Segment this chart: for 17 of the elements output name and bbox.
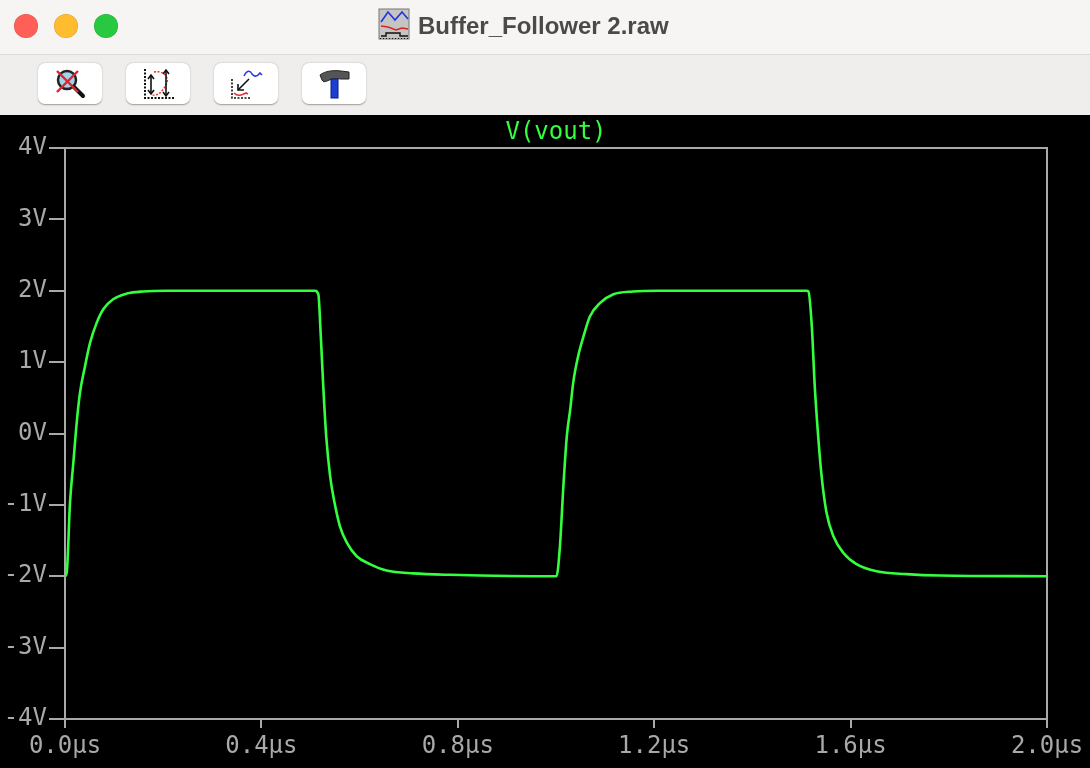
y-tick-label: -1V — [3, 489, 47, 518]
y-tick-label: 0V — [18, 417, 47, 446]
y-tick-label: 3V — [18, 203, 47, 232]
text: V(vout) — [505, 117, 607, 146]
y-tick-label: -4V — [3, 703, 47, 732]
x-tick-label: 2.0µs — [1010, 730, 1084, 759]
x-tick-label: 0.0µs — [28, 730, 102, 759]
x-tick-label: 1.6µs — [814, 730, 887, 759]
y-tick-label: 1V — [18, 346, 47, 375]
y-tick-label: 2V — [18, 274, 47, 303]
x-tick-label: 0.4µs — [225, 730, 298, 759]
y-tick-label: -3V — [3, 631, 47, 660]
y-tick-label: 4V — [18, 132, 47, 161]
chart-title: Buffer_Follower 2.raw — [418, 11, 669, 41]
x-tick-label: 0.8µs — [421, 730, 494, 759]
y-tick-label: -2V — [3, 560, 47, 589]
x-tick-label: 1.2µs — [618, 730, 691, 759]
